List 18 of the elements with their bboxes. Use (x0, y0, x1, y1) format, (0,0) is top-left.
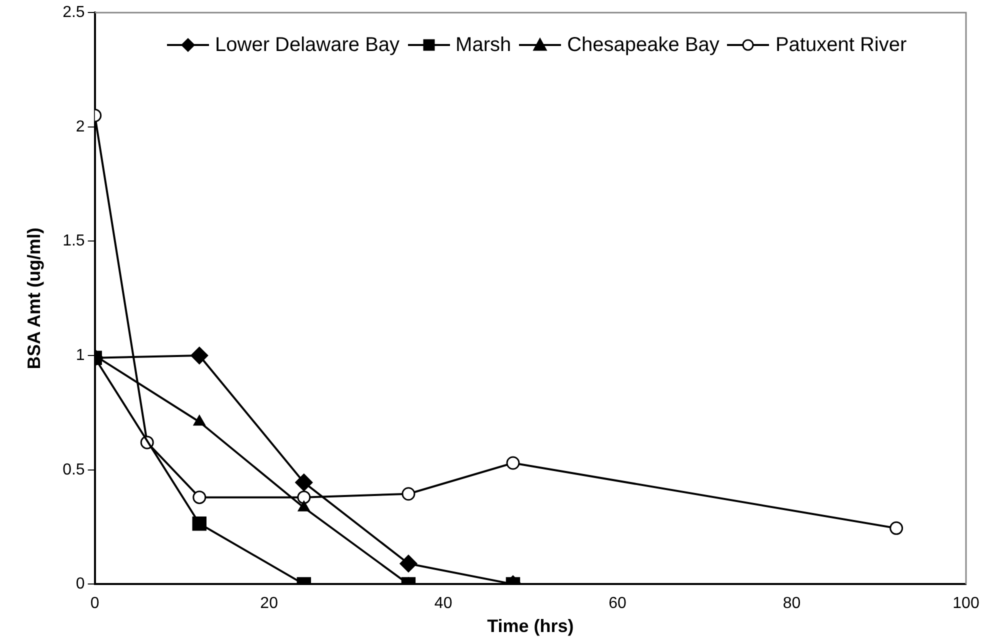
legend-label: Marsh (456, 33, 512, 57)
y-tick-label: 2 (76, 118, 85, 136)
y-tick-label: 0.5 (62, 461, 85, 478)
y-tick-label: 0 (76, 576, 85, 593)
x-tick-label: 60 (608, 595, 627, 612)
y-axis-title: BSA Amt (ug/ml) (24, 228, 44, 370)
y-tick-label: 2.5 (62, 4, 85, 22)
y-tick-label: 1.5 (62, 232, 85, 250)
y-tick-label: 1 (76, 346, 85, 364)
legend-label: Chesapeake Bay (567, 33, 720, 57)
x-tick-label: 80 (782, 595, 801, 612)
x-tick-label: 0 (90, 595, 100, 612)
legend-label: Patuxent River (775, 33, 907, 57)
x-axis-title: Time (hrs) (487, 616, 574, 636)
x-tick-label: 20 (260, 595, 278, 612)
legend-label: Lower Delaware Bay (215, 33, 400, 57)
x-tick-label: 40 (434, 595, 452, 612)
x-tick-label: 100 (952, 595, 980, 612)
